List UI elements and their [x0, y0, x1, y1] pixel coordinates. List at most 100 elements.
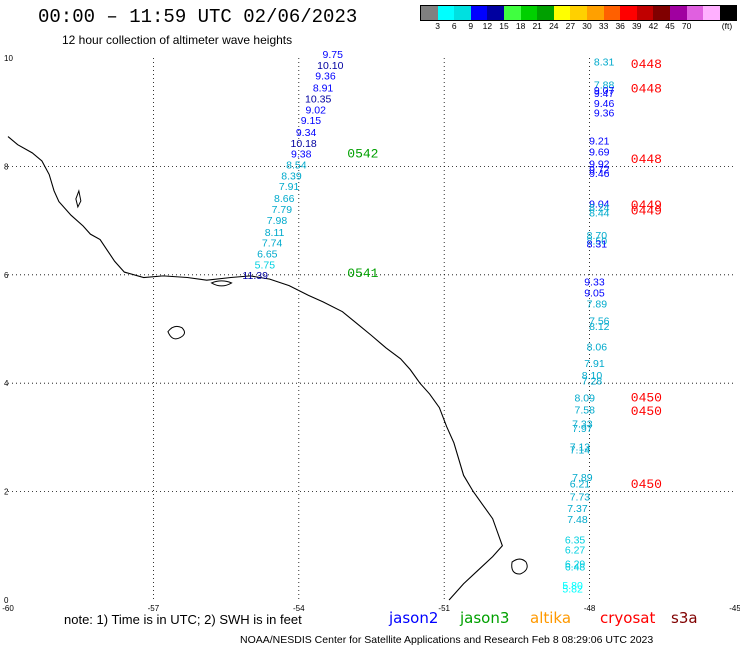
x-tick-label: -57: [148, 604, 160, 613]
y-tick-label: 4: [4, 379, 9, 388]
y-tick-label: 10: [4, 54, 13, 63]
wave-height-value: 7.89: [587, 298, 608, 310]
x-tick-label: -51: [438, 604, 450, 613]
satellite-legend-altika: altika: [530, 609, 572, 627]
wave-height-value: 8.12: [589, 321, 610, 333]
wave-height-value: 8.31: [587, 239, 608, 251]
legend-swatch: [454, 6, 471, 20]
y-tick-label: 2: [4, 488, 9, 497]
wave-height-value: 9.38: [291, 149, 312, 161]
legend-swatch: [636, 6, 654, 20]
wave-height-value: 6.48: [565, 562, 586, 574]
wave-height-value: 9.15: [301, 115, 322, 127]
wave-height-value: 8.50: [587, 235, 608, 247]
legend-label: 21: [532, 21, 542, 31]
pass-time-label: 0542: [347, 147, 378, 162]
wave-height-value: 9.33: [584, 277, 605, 289]
y-tick-label: 8: [4, 162, 9, 171]
wave-height-value: 11.39: [242, 270, 268, 282]
legend-swatch: [503, 6, 521, 20]
legend-label: (ft): [721, 21, 733, 31]
wave-height-value: 6.65: [257, 248, 278, 260]
pass-time-label: 0448: [631, 82, 662, 97]
legend-label: 45: [665, 21, 675, 31]
legend-swatch: [669, 6, 687, 20]
wave-height-value: 6.27: [565, 544, 586, 556]
legend-label: 24: [549, 21, 559, 31]
legend-swatch: [570, 6, 587, 20]
wave-height-value: 6.29: [565, 558, 586, 570]
legend-label: 3: [435, 21, 440, 31]
wave-height-value: 9.34: [296, 127, 317, 139]
wave-height-value: 7.14: [570, 445, 591, 457]
pass-time-label: 0541: [347, 266, 378, 281]
wave-height-value: 8.91: [313, 83, 334, 95]
pass-time-label: 0450: [631, 477, 662, 492]
legend-label: 33: [598, 21, 609, 31]
wave-height-value: 7.79: [272, 204, 293, 216]
wave-height-value: 8.06: [587, 342, 608, 354]
wave-height-value: 5.75: [255, 259, 276, 271]
pass-time-label: 0448: [631, 57, 662, 72]
lake-outline: [167, 325, 185, 340]
legend-label: 15: [499, 21, 509, 31]
wave-height-value: 7.13: [570, 441, 591, 453]
estuary-outline: [75, 189, 82, 209]
legend-swatch: [686, 6, 704, 20]
x-tick-label: -60: [2, 604, 14, 613]
x-tick-label: -48: [584, 604, 596, 613]
wave-height-value: 7.37: [567, 503, 588, 515]
wave-height-value: 10.35: [305, 93, 331, 105]
jason3-track: 9.7510.109.368.9110.359.029.159.3410.189…: [242, 49, 343, 282]
wave-height-value: 7.98: [267, 215, 288, 227]
legend-swatch: [421, 6, 438, 20]
x-tick-label: -45: [729, 604, 740, 613]
wave-height-value: 9.46: [589, 168, 610, 180]
wave-height-value: 9.36: [315, 71, 336, 83]
pass-time-label: 0448: [631, 152, 662, 167]
wave-height-value: 10.10: [317, 60, 343, 72]
y-tick-label: 6: [4, 271, 9, 280]
wave-height-value: 7.97: [572, 423, 593, 435]
legend-swatch: [703, 6, 720, 20]
coastline-path: [7, 136, 503, 601]
island-outline: [511, 558, 528, 575]
wave-height-value: 7.91: [279, 181, 300, 193]
legend-label: 12: [482, 21, 493, 31]
map-title: 00:00 – 11:59 UTC 02/06/2023: [38, 6, 358, 28]
wave-height-value: 8.54: [286, 160, 307, 172]
satellite-legend-cryosat: cryosat: [600, 609, 656, 627]
wave-height-value: 9.21: [589, 136, 610, 148]
wave-height-value: 8.66: [274, 193, 295, 205]
wave-height-value: 8.39: [281, 170, 302, 182]
wave-height-value: 7.89: [572, 472, 593, 484]
pass-time-label: 0449: [631, 198, 662, 213]
wave-height-value: 9.02: [306, 104, 327, 116]
legend-swatch: [487, 6, 504, 20]
legend-label: 9: [468, 21, 474, 31]
wave-height-value: 9.05: [584, 287, 605, 299]
wave-height-value: 7.33: [572, 419, 593, 431]
wave-height-value: 8.11: [265, 227, 285, 239]
wave-height-value: 7.91: [584, 358, 605, 370]
wave-height-value: 8.70: [587, 230, 608, 242]
legend-label: 36: [615, 21, 625, 31]
wave-height-value: 9.72: [589, 164, 610, 176]
legend-label: 27: [565, 21, 576, 31]
wave-height-value: 8.10: [582, 370, 603, 382]
estuary-outline: [210, 280, 233, 287]
wave-height-value: 5.82: [562, 583, 583, 595]
wave-height-value: 9.69: [589, 147, 610, 159]
color-scale-legend: [420, 5, 738, 21]
legend-swatch: [520, 6, 538, 20]
satellite-legend-jason2: jason2: [389, 609, 439, 627]
legend-swatch: [537, 6, 554, 20]
wave-height-value: 10.18: [291, 138, 317, 150]
wave-height-value: 9.92: [589, 158, 610, 170]
legend-swatch: [653, 6, 670, 20]
x-tick-label: -54: [293, 604, 305, 613]
legend-label: 42: [648, 21, 659, 31]
wave-height-value: 9.47: [594, 88, 615, 100]
